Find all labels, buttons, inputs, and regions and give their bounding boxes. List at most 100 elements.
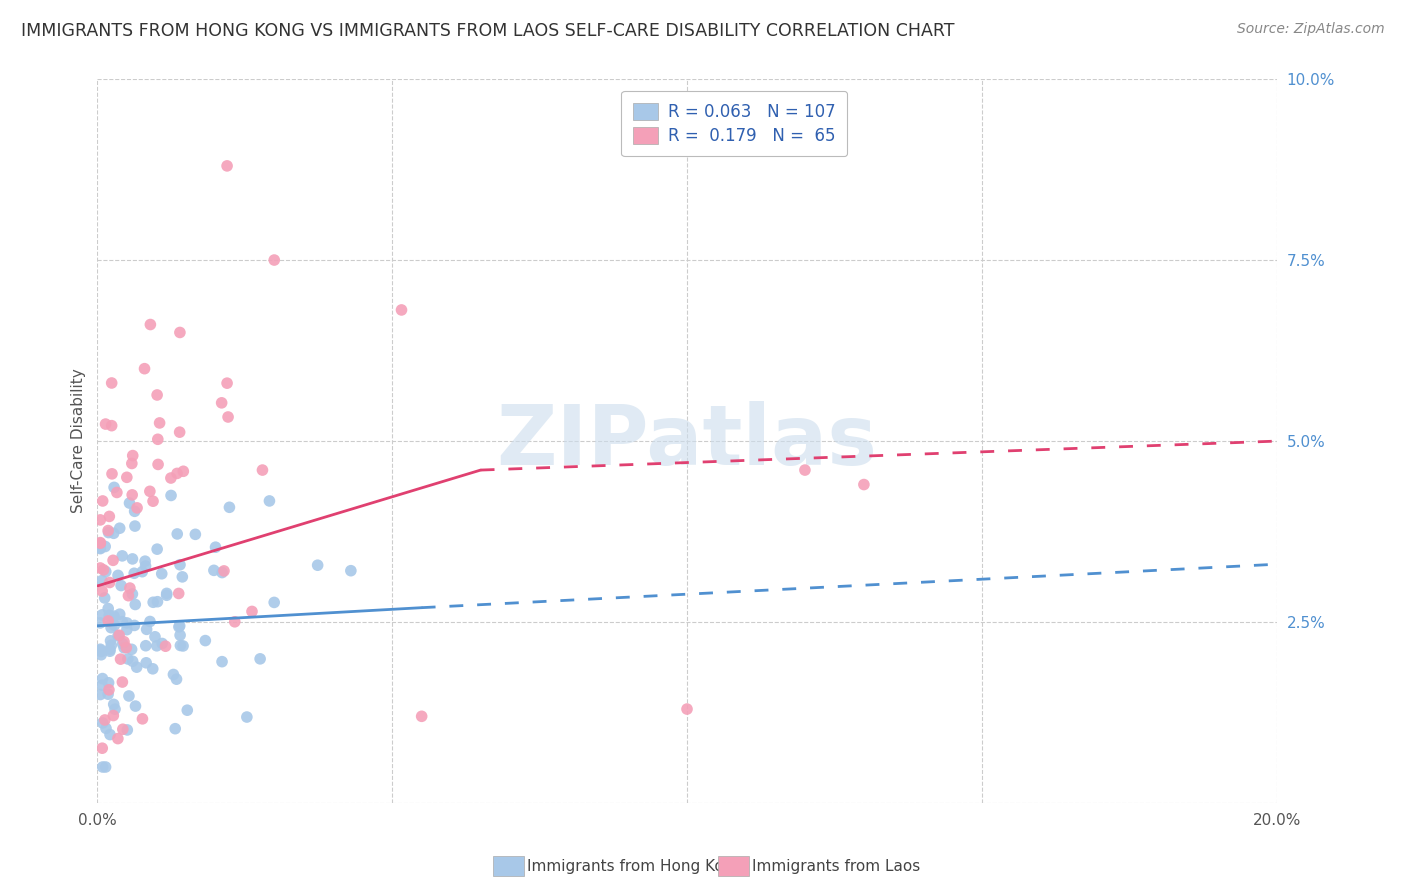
Point bbox=[217, 409, 239, 424]
Point bbox=[134, 361, 156, 376]
Point bbox=[139, 318, 162, 332]
Point bbox=[94, 713, 117, 727]
Point bbox=[118, 581, 141, 595]
Point bbox=[91, 678, 114, 692]
Point bbox=[115, 623, 138, 637]
Point bbox=[100, 638, 122, 652]
Point bbox=[89, 513, 111, 527]
Point bbox=[217, 376, 239, 391]
Point bbox=[111, 675, 134, 690]
Point bbox=[89, 561, 111, 575]
Point bbox=[94, 565, 117, 579]
Point bbox=[121, 587, 143, 601]
Point bbox=[160, 471, 183, 485]
Text: Source: ZipAtlas.com: Source: ZipAtlas.com bbox=[1237, 22, 1385, 37]
Point bbox=[94, 417, 117, 431]
Point bbox=[131, 712, 153, 726]
Point bbox=[111, 549, 134, 563]
Point bbox=[115, 615, 138, 630]
Point bbox=[98, 644, 121, 658]
Point bbox=[89, 642, 111, 657]
Point bbox=[211, 396, 233, 410]
Point bbox=[217, 159, 239, 173]
Point bbox=[124, 598, 146, 612]
Point bbox=[146, 388, 169, 402]
Point bbox=[117, 589, 139, 603]
Point bbox=[97, 524, 120, 538]
Point bbox=[143, 630, 166, 644]
Point bbox=[135, 559, 157, 574]
Point bbox=[107, 629, 129, 643]
Point bbox=[145, 639, 167, 653]
Point bbox=[169, 326, 191, 340]
Point bbox=[211, 655, 233, 669]
Point bbox=[110, 578, 132, 592]
Point bbox=[172, 570, 194, 584]
Point bbox=[108, 521, 131, 535]
Point bbox=[103, 480, 125, 494]
Point bbox=[98, 575, 121, 590]
Point bbox=[108, 628, 131, 642]
Point bbox=[117, 652, 139, 666]
Point bbox=[131, 565, 153, 579]
Point bbox=[90, 648, 112, 662]
Point bbox=[124, 699, 146, 714]
Point bbox=[98, 728, 121, 742]
Point bbox=[91, 760, 114, 774]
Point bbox=[103, 708, 125, 723]
Point bbox=[91, 672, 114, 686]
Point bbox=[107, 568, 129, 582]
Point bbox=[166, 467, 188, 481]
Point bbox=[142, 595, 165, 609]
Point bbox=[97, 675, 120, 690]
Point bbox=[169, 619, 191, 633]
Point bbox=[89, 541, 111, 555]
Point bbox=[211, 566, 233, 580]
Point bbox=[236, 710, 259, 724]
Point bbox=[194, 633, 217, 648]
Point bbox=[172, 639, 194, 653]
Point bbox=[108, 607, 131, 622]
Point bbox=[117, 723, 139, 737]
Point bbox=[89, 535, 111, 549]
Legend: R = 0.063   N = 107, R =  0.179   N =  65: R = 0.063 N = 107, R = 0.179 N = 65 bbox=[621, 91, 848, 156]
Point bbox=[103, 618, 125, 632]
Point bbox=[101, 553, 124, 567]
Point bbox=[166, 527, 188, 541]
Point bbox=[204, 540, 226, 554]
Point bbox=[91, 741, 114, 756]
Point bbox=[100, 376, 122, 390]
Point bbox=[104, 702, 127, 716]
Point bbox=[103, 698, 125, 712]
Point bbox=[142, 494, 165, 508]
Point bbox=[112, 640, 135, 655]
Point bbox=[91, 574, 114, 588]
Point bbox=[115, 470, 138, 484]
Point bbox=[676, 702, 699, 716]
Point bbox=[121, 457, 143, 471]
Point bbox=[391, 302, 413, 317]
Point bbox=[89, 643, 111, 657]
Point bbox=[98, 608, 121, 623]
Point bbox=[167, 620, 190, 634]
Point bbox=[121, 449, 143, 463]
Point bbox=[169, 558, 191, 572]
Point bbox=[91, 607, 114, 622]
Point bbox=[110, 652, 132, 666]
Text: Immigrants from Laos: Immigrants from Laos bbox=[752, 859, 920, 873]
Point bbox=[91, 494, 114, 508]
Point bbox=[240, 604, 263, 618]
Point bbox=[169, 628, 191, 642]
Point bbox=[91, 715, 114, 730]
Point bbox=[156, 586, 179, 600]
Point bbox=[411, 709, 433, 723]
Point bbox=[160, 488, 183, 502]
Point bbox=[121, 642, 143, 657]
Point bbox=[156, 588, 179, 602]
Point bbox=[162, 667, 184, 681]
Point bbox=[125, 660, 148, 674]
Point bbox=[124, 519, 146, 533]
Point bbox=[112, 634, 135, 648]
Point bbox=[97, 687, 120, 701]
Point bbox=[115, 640, 138, 655]
